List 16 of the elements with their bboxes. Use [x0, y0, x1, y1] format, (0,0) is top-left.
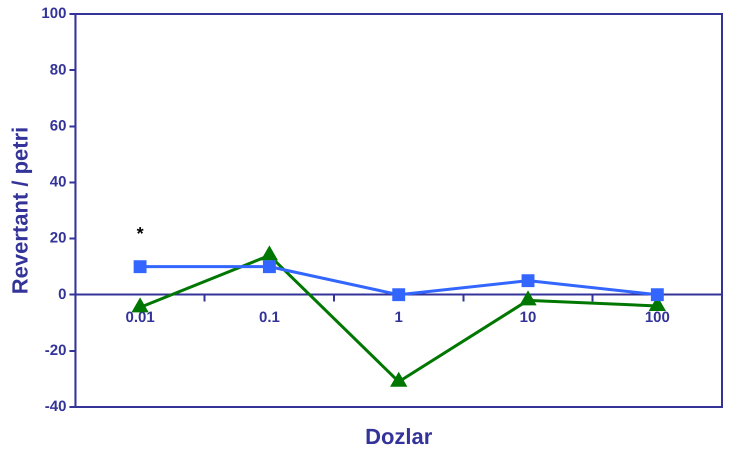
y-tick-label: -20 — [44, 342, 66, 359]
y-axis-title: Revertant / petri — [7, 126, 32, 294]
y-tick-label: -40 — [44, 398, 66, 416]
y-tick-label: 100 — [41, 5, 66, 22]
x-tick-label: 1 — [394, 308, 403, 326]
x-tick-label: 10 — [520, 308, 536, 326]
y-tick-label: 60 — [50, 117, 66, 134]
y-tick-label: 80 — [50, 61, 66, 78]
annotation: * — [136, 224, 144, 244]
y-tick-label: 20 — [50, 230, 66, 247]
x-tick-label: 0.1 — [258, 308, 280, 326]
x-tick-label: 100 — [644, 308, 670, 326]
y-tick-label: 40 — [50, 174, 66, 191]
y-tick-label: 0 — [58, 286, 66, 303]
x-tick-label: 0.01 — [125, 308, 155, 326]
x-axis-title: Dozlar — [365, 424, 433, 450]
